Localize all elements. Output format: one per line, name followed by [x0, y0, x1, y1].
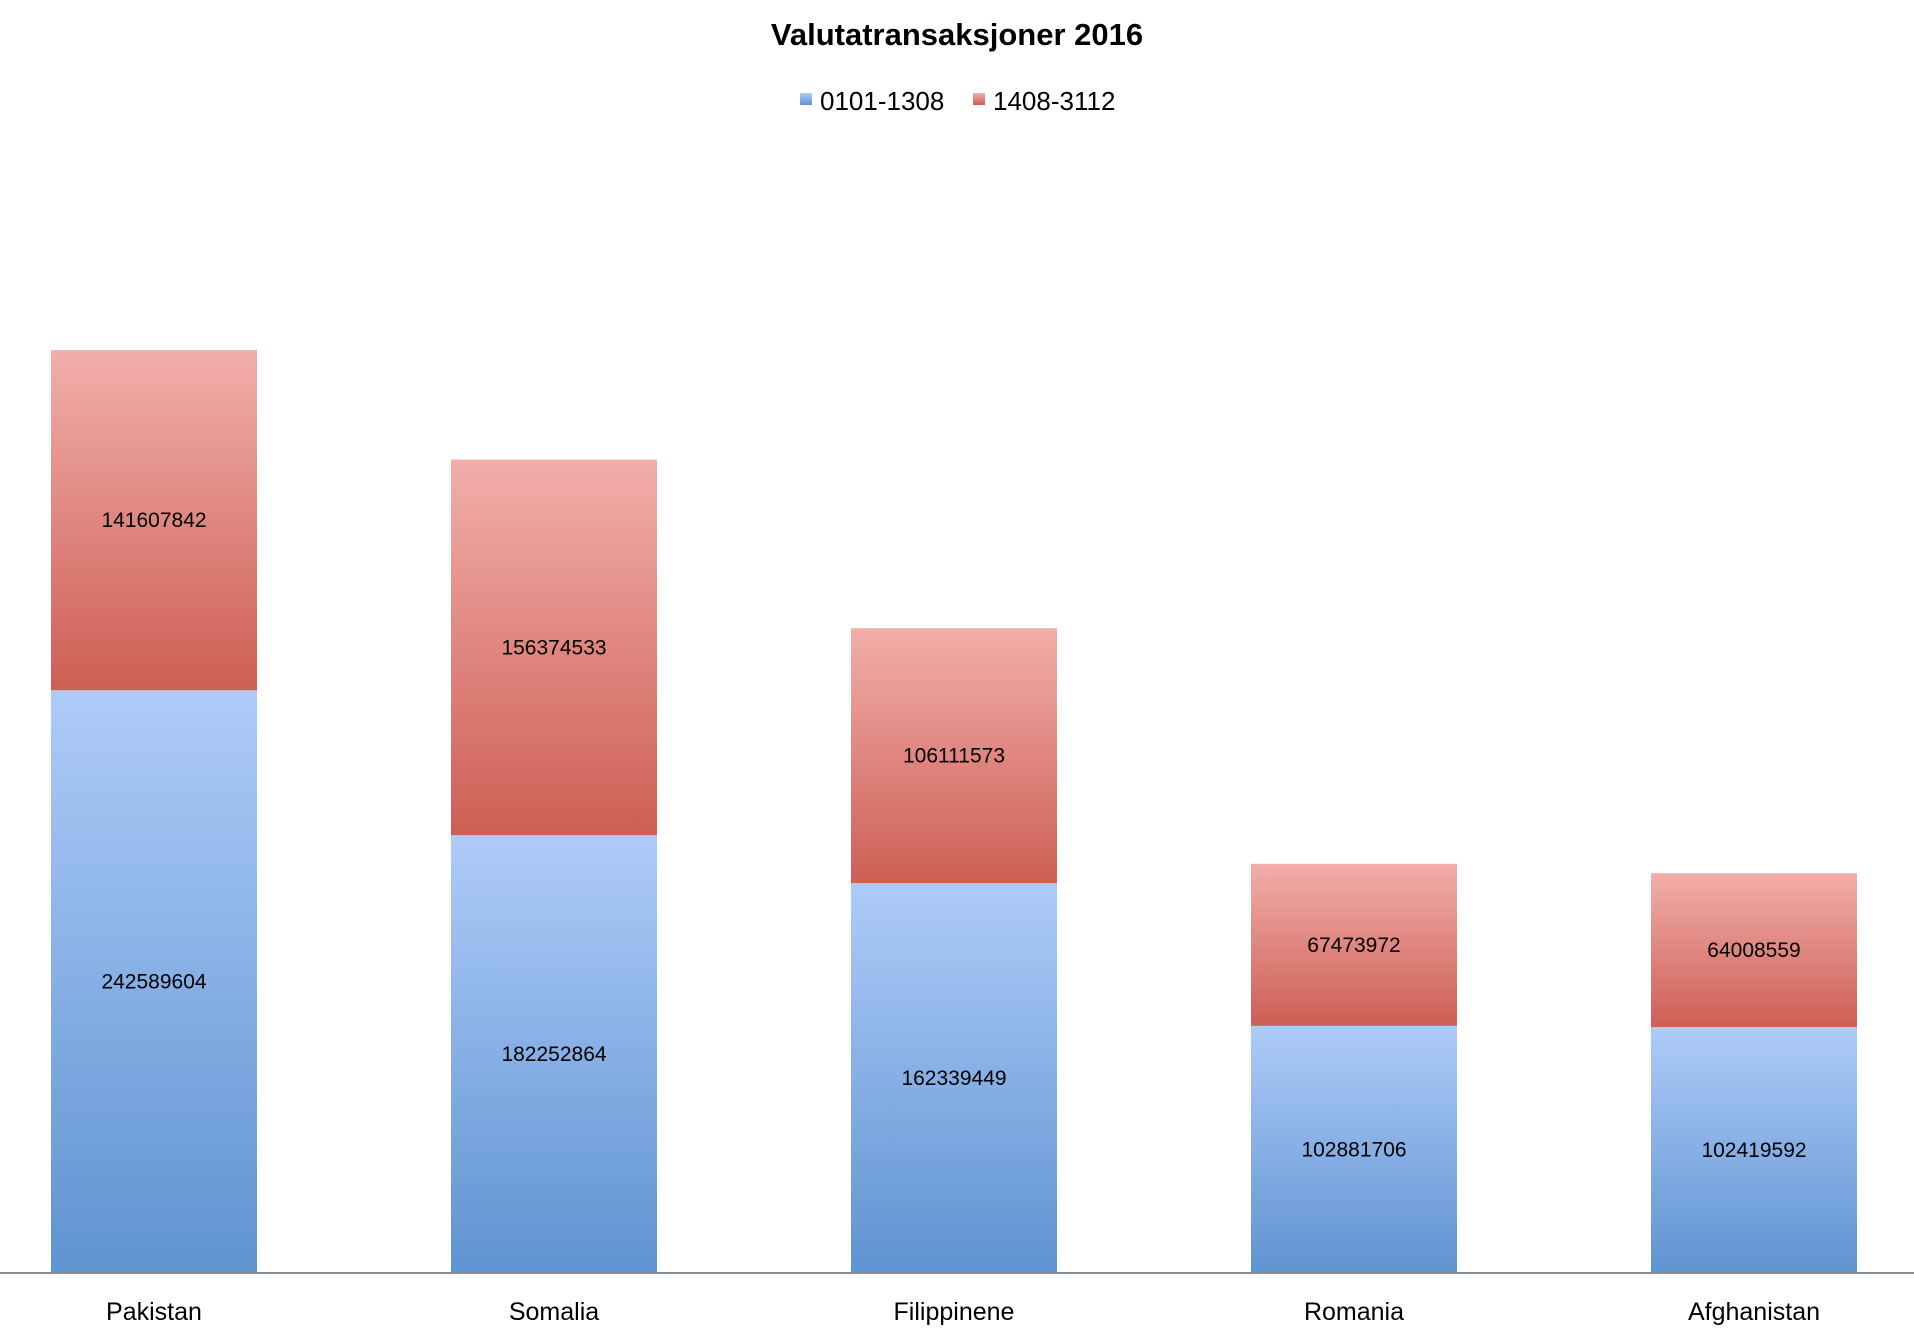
- x-tick-labels: Pakistan Somalia Filippinene Romania Afghani…: [106, 1298, 1820, 1326]
- x-tick-label-pakistan: Pakistan: [106, 1298, 202, 1326]
- data-label-romania-series-0: 102881706: [1301, 1138, 1406, 1161]
- bar-afghanistan-series-1: [1651, 873, 1857, 1027]
- bar-pakistan-series-0: [51, 690, 257, 1273]
- data-label-somalia-series-1: 156374533: [501, 636, 606, 659]
- bar-filippinene-series-1: [851, 628, 1057, 884]
- chart-title: Valutatransaksjoner 2016: [771, 17, 1143, 52]
- legend-label-series-1: 1408-3112: [993, 86, 1115, 116]
- bar-pakistan-series-1: [51, 350, 257, 691]
- bar-somalia-series-0: [451, 835, 657, 1273]
- legend: 0101-1308 1408-3112: [800, 86, 1115, 116]
- legend-swatch-series-0: [800, 93, 812, 105]
- data-label-somalia-series-0: 182252864: [501, 1043, 606, 1066]
- x-tick-label-somalia: Somalia: [509, 1298, 599, 1326]
- x-tick-label-filippinene: Filippinene: [894, 1298, 1015, 1326]
- x-tick-label-afghanistan: Afghanistan: [1688, 1298, 1820, 1326]
- bar-romania-series-0: [1251, 1025, 1457, 1273]
- bar-afghanistan-series-0: [1651, 1026, 1857, 1273]
- bars-group: 242589604 141607842 182252864 156374533 1623…: [51, 350, 1857, 1273]
- legend-swatch-series-1: [973, 93, 985, 105]
- data-label-filippinene-series-0: 162339449: [901, 1067, 1006, 1090]
- data-label-romania-series-1: 67473972: [1307, 934, 1400, 957]
- data-label-pakistan-series-1: 141607842: [101, 509, 206, 532]
- x-tick-label-romania: Romania: [1304, 1298, 1404, 1326]
- data-label-afghanistan-series-0: 102419592: [1701, 1139, 1806, 1162]
- bar-romania-series-1: [1251, 863, 1457, 1026]
- bar-somalia-series-1: [451, 459, 657, 836]
- legend-label-series-0: 0101-1308: [820, 86, 944, 116]
- bar-filippinene-series-0: [851, 883, 1057, 1273]
- data-label-pakistan-series-0: 242589604: [101, 971, 206, 994]
- data-label-filippinene-series-1: 106111573: [903, 745, 1005, 768]
- data-label-afghanistan-series-1: 64008559: [1707, 939, 1800, 962]
